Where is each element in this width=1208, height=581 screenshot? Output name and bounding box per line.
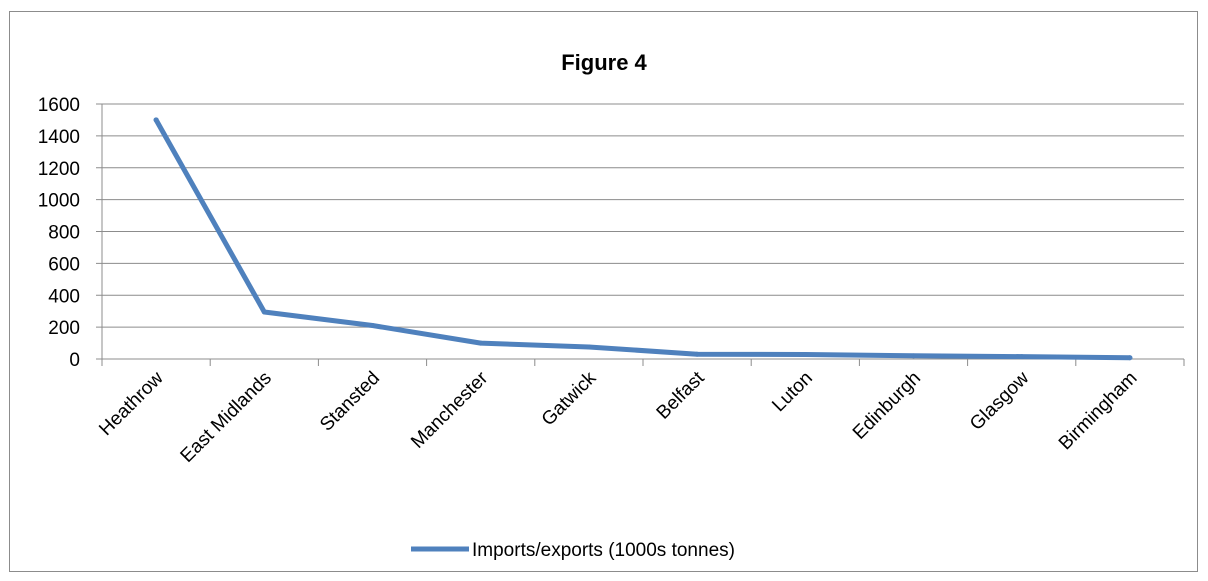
y-tick-label: 1600 [38,95,80,116]
x-tick-label: Heathrow [95,367,168,440]
x-tick-label: Luton [768,368,816,416]
y-tick-label: 600 [48,254,80,275]
legend-label: Imports/exports (1000s tonnes) [472,540,735,561]
x-axis-tick-labels: Heathrow East Midlands Stansted Manchester G… [95,367,1141,467]
data-point [802,352,808,358]
x-tick-label: Manchester [407,367,493,453]
y-tick-label: 1200 [38,159,80,180]
data-point [478,340,484,346]
series-layer [153,117,1133,361]
x-tick-label: Birmingham [1055,368,1142,455]
x-tick-label: Edinburgh [849,368,925,444]
y-tick-label: 1400 [38,127,80,148]
x-tick-label: Glasgow [966,367,1033,434]
data-point [261,309,267,315]
y-axis-tick-labels: 0 200 400 600 800 1000 1200 1400 1600 [38,95,80,371]
legend: Imports/exports (1000s tonnes) [411,540,735,561]
y-tick-label: 1000 [38,191,80,212]
data-point [370,323,375,329]
x-tick-label: Gatwick [538,367,601,430]
y-tick-label: 400 [48,286,80,307]
x-tick-label: Stansted [316,368,384,436]
x-tick-label: East Midlands [177,368,276,467]
gridlines [102,103,1184,328]
axes [96,103,1185,366]
data-point [1019,354,1025,360]
x-tick-label: Belfast [653,367,709,423]
y-tick-label: 200 [48,318,80,339]
series-line [153,117,1133,361]
data-point [694,351,700,357]
data-point [153,117,159,123]
chart-title: Figure 4 [561,50,647,75]
y-tick-label: 0 [69,350,80,371]
data-point [1127,355,1133,361]
data-point [911,353,916,359]
data-point [586,344,592,350]
y-tick-label: 800 [48,223,80,244]
